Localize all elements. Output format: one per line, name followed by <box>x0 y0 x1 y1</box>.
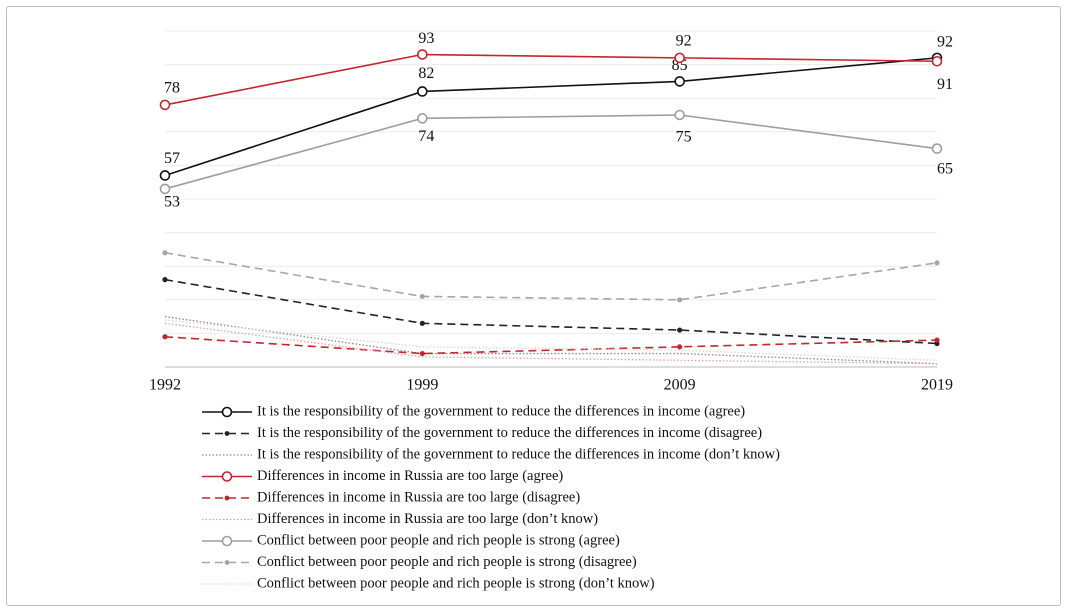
series-line <box>164 319 938 361</box>
point <box>931 55 943 67</box>
point <box>417 86 428 97</box>
legend-label: It is the responsibility of the governme… <box>257 425 762 441</box>
x-tick-label: 1992 <box>149 377 181 394</box>
data-label: 93 <box>418 30 434 47</box>
legend-label: Differences in income in Russia are too … <box>257 511 598 527</box>
legend-marker <box>224 431 230 436</box>
legend-marker <box>221 471 233 482</box>
legend-label: It is the responsibility of the governme… <box>257 446 780 462</box>
legend-label: Conflict between poor people and rich pe… <box>257 554 637 570</box>
point <box>162 334 168 340</box>
series-line <box>164 251 938 301</box>
point <box>159 99 171 111</box>
series-line <box>164 57 938 177</box>
legend-label: Conflict between poor people and rich pe… <box>257 575 655 591</box>
series-line <box>164 335 938 355</box>
point <box>417 113 428 124</box>
point <box>674 109 685 121</box>
data-label: 92 <box>676 33 692 50</box>
data-label: 78 <box>164 80 180 97</box>
point <box>677 327 683 333</box>
data-label: 91 <box>937 76 953 93</box>
series-line <box>164 114 938 190</box>
legend-label: Conflict between poor people and rich pe… <box>257 532 620 548</box>
point <box>674 52 685 64</box>
frame <box>6 6 1061 606</box>
point <box>162 277 168 283</box>
x-tick-label: 2019 <box>921 377 953 394</box>
data-label: 53 <box>164 194 180 211</box>
point <box>934 337 940 343</box>
series-line <box>164 53 938 106</box>
point <box>674 76 685 87</box>
data-label: 82 <box>418 65 434 82</box>
point <box>162 250 168 256</box>
legend-marker <box>224 495 230 501</box>
point <box>677 297 683 303</box>
data-label: 65 <box>937 160 953 177</box>
point <box>677 344 683 350</box>
x-tick-label: 2009 <box>664 377 696 394</box>
point <box>934 260 940 266</box>
point <box>419 320 425 326</box>
point <box>159 183 171 195</box>
point <box>159 170 171 181</box>
legend-label: Differences in income in Russia are too … <box>257 468 563 484</box>
point <box>417 49 428 60</box>
series-line <box>164 278 938 345</box>
legend-label: Differences in income in Russia are too … <box>257 489 580 505</box>
series-line <box>164 322 938 365</box>
data-label: 57 <box>164 150 180 167</box>
x-tick-label: 1999 <box>406 377 438 394</box>
legend-label: It is the responsibility of the governme… <box>257 403 745 419</box>
point <box>419 350 425 357</box>
point <box>419 293 425 300</box>
point <box>931 143 943 154</box>
series-line <box>164 315 938 365</box>
legend-marker <box>224 560 230 565</box>
legend-marker <box>221 535 233 547</box>
data-label: 92 <box>937 34 953 51</box>
data-label: 74 <box>418 128 434 145</box>
data-label: 75 <box>676 129 692 146</box>
legend-marker <box>221 406 233 418</box>
